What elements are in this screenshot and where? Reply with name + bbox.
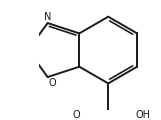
Text: O: O: [73, 110, 80, 120]
Text: OH: OH: [136, 110, 151, 120]
Text: N: N: [44, 12, 51, 22]
Text: O: O: [48, 78, 56, 88]
